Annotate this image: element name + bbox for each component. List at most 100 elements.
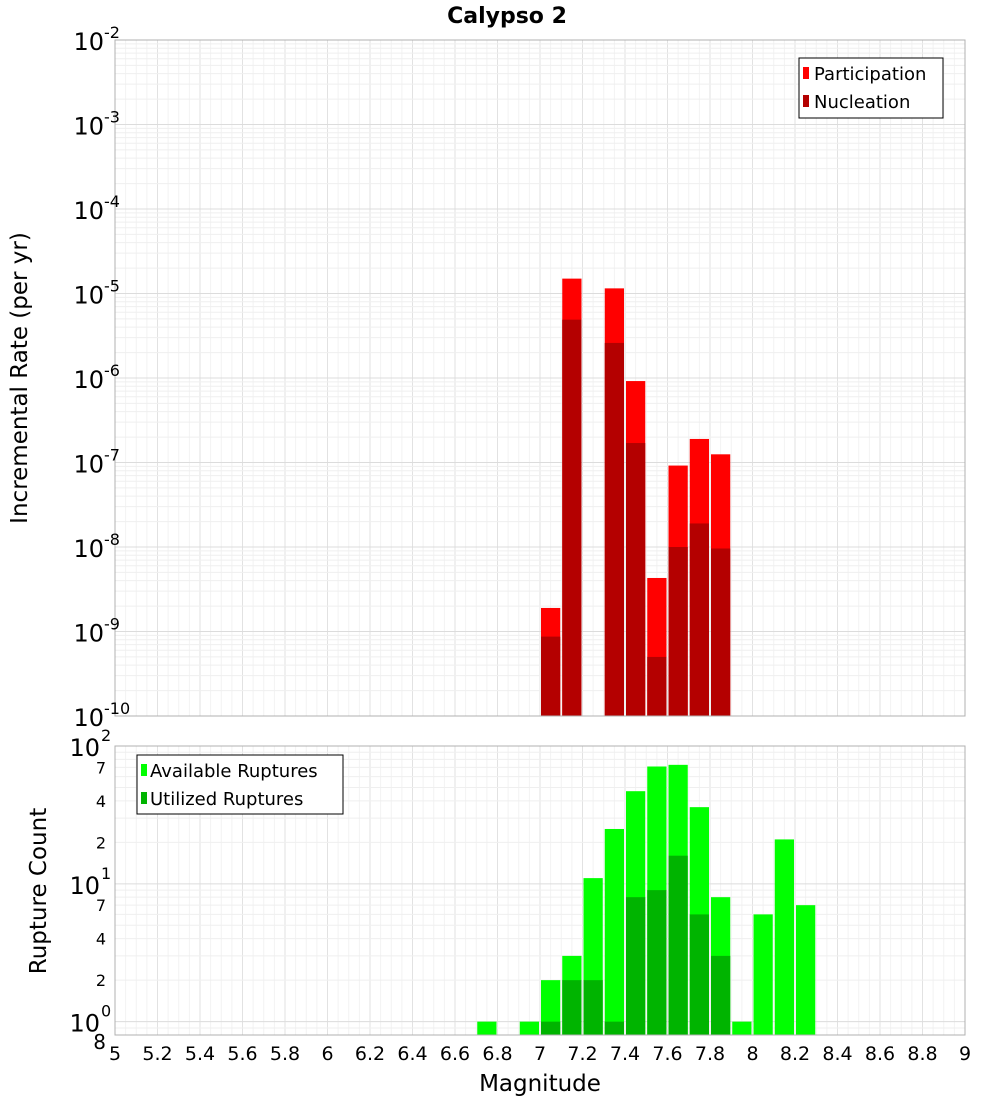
x-tick-label: 5.8 <box>270 1043 300 1065</box>
bar-utilized-ruptures <box>541 1021 561 1035</box>
x-tick-label: 6 <box>321 1043 333 1065</box>
bottom-legend: Available Ruptures Utilized Ruptures <box>136 754 344 815</box>
svg-text:10: 10 <box>69 734 100 762</box>
svg-text:-2: -2 <box>104 23 120 42</box>
x-tick-label: 6.6 <box>440 1043 470 1065</box>
legend-label-available: Available Ruptures <box>150 761 318 782</box>
y-tick-label: 10 -5 <box>73 277 120 310</box>
bottom-y-axis-label: Rupture Count <box>26 808 52 974</box>
bar-available-ruptures <box>519 1021 539 1035</box>
bar-available-ruptures <box>541 980 561 1035</box>
y-tick-label: 10 -7 <box>73 446 120 479</box>
svg-text:-4: -4 <box>104 192 120 211</box>
y-minor-tick-label: 4 <box>96 792 106 811</box>
bar-utilized-ruptures <box>647 890 667 1035</box>
x-tick-label: 7.4 <box>610 1043 640 1065</box>
x-tick-label: 9 <box>959 1043 971 1065</box>
x-tick-label: 6.4 <box>397 1043 427 1065</box>
x-tick-label: 8 <box>746 1043 758 1065</box>
bar-utilized-ruptures <box>562 980 582 1035</box>
bar-available-ruptures <box>774 839 794 1035</box>
svg-text:10: 10 <box>73 197 104 225</box>
top-legend: Participation Nucleation <box>798 57 944 119</box>
top-plot-grid <box>114 40 966 717</box>
bar-nucleation <box>711 548 731 716</box>
y-tick-label: 10 -10 <box>73 699 130 732</box>
top-legend-box <box>798 57 944 119</box>
svg-text:-8: -8 <box>104 530 120 549</box>
bar-utilized-ruptures <box>668 855 688 1035</box>
bar-utilized-ruptures <box>626 897 646 1035</box>
svg-text:-5: -5 <box>104 277 120 296</box>
y-tick-label: 10 -3 <box>73 108 120 141</box>
x-tick-label: 6.8 <box>482 1043 512 1065</box>
svg-text:0: 0 <box>101 1002 111 1021</box>
svg-text:-6: -6 <box>104 361 120 380</box>
bar-available-ruptures <box>796 905 816 1035</box>
y-tick-label: 10 1 <box>69 864 111 900</box>
bar-nucleation <box>689 523 709 716</box>
svg-text:10: 10 <box>69 872 100 900</box>
svg-text:-7: -7 <box>104 446 120 465</box>
top-y-axis-label: Incremental Rate (per yr) <box>7 232 33 524</box>
bar-available-ruptures <box>477 1021 497 1035</box>
y-tick-label: 10 -2 <box>73 23 120 56</box>
bar-available-ruptures <box>753 914 773 1035</box>
svg-text:10: 10 <box>73 282 104 310</box>
bottom-legend-box <box>136 754 344 815</box>
y-minor-tick-label: 7 <box>96 758 106 777</box>
svg-text:10: 10 <box>69 1010 100 1038</box>
bottom-plot-bars <box>477 764 816 1035</box>
svg-text:10: 10 <box>73 366 104 394</box>
y-minor-tick-label: 7 <box>96 896 106 915</box>
bar-nucleation <box>541 636 561 716</box>
x-tick-label: 8.2 <box>780 1043 810 1065</box>
svg-text:10: 10 <box>73 113 104 141</box>
x-tick-label: 5 <box>109 1043 121 1065</box>
legend-swatch-participation <box>803 67 809 79</box>
top-plot-bars <box>541 278 731 716</box>
svg-text:10: 10 <box>73 451 104 479</box>
bar-nucleation <box>604 342 624 716</box>
svg-text:10: 10 <box>73 704 104 732</box>
svg-text:10: 10 <box>73 28 104 56</box>
legend-swatch-nucleation <box>803 95 809 107</box>
svg-text:-10: -10 <box>104 699 130 718</box>
legend-label-participation: Participation <box>814 64 926 85</box>
y-tick-label: 10 -9 <box>73 615 120 648</box>
top-plot-frame <box>114 39 966 717</box>
bar-utilized-ruptures <box>689 914 709 1035</box>
x-tick-label: 8.4 <box>822 1043 852 1065</box>
x-tick-label: 5.6 <box>227 1043 257 1065</box>
legend-label-utilized: Utilized Ruptures <box>150 789 303 810</box>
bar-nucleation <box>562 319 582 716</box>
svg-text:10: 10 <box>73 535 104 563</box>
x-tick-label: 7 <box>534 1043 546 1065</box>
x-tick-label: 5.4 <box>185 1043 215 1065</box>
svg-text:2: 2 <box>101 726 111 745</box>
bar-nucleation <box>647 656 667 716</box>
x-tick-label: 5.2 <box>142 1043 172 1065</box>
legend-swatch-available <box>141 764 147 776</box>
legend-label-nucleation: Nucleation <box>814 92 910 113</box>
svg-text:10: 10 <box>73 620 104 648</box>
bar-nucleation <box>668 547 688 716</box>
bar-utilized-ruptures <box>604 1021 624 1035</box>
x-tick-label: 7.2 <box>567 1043 597 1065</box>
y-minor-tick-label: 8 <box>93 1030 106 1054</box>
y-minor-tick-label: 4 <box>96 930 106 949</box>
y-tick-label: 10 -8 <box>73 530 120 563</box>
x-tick-label: 7.8 <box>695 1043 725 1065</box>
y-tick-label: 10 -6 <box>73 361 120 394</box>
chart-title: Calypso 2 <box>447 4 567 29</box>
x-axis-label: Magnitude <box>479 1071 601 1097</box>
x-tick-label: 6.2 <box>355 1043 385 1065</box>
y-tick-label: 10 2 <box>69 726 111 762</box>
bar-nucleation <box>626 443 646 716</box>
x-tick-labels: 5 5.2 5.4 5.6 5.8 6 6.2 6.4 6.6 6.8 7 7.2 7.4 7.6 7.8 8… <box>109 1043 971 1065</box>
bottom-plot-frame <box>114 745 966 1036</box>
bar-utilized-ruptures <box>583 980 603 1035</box>
